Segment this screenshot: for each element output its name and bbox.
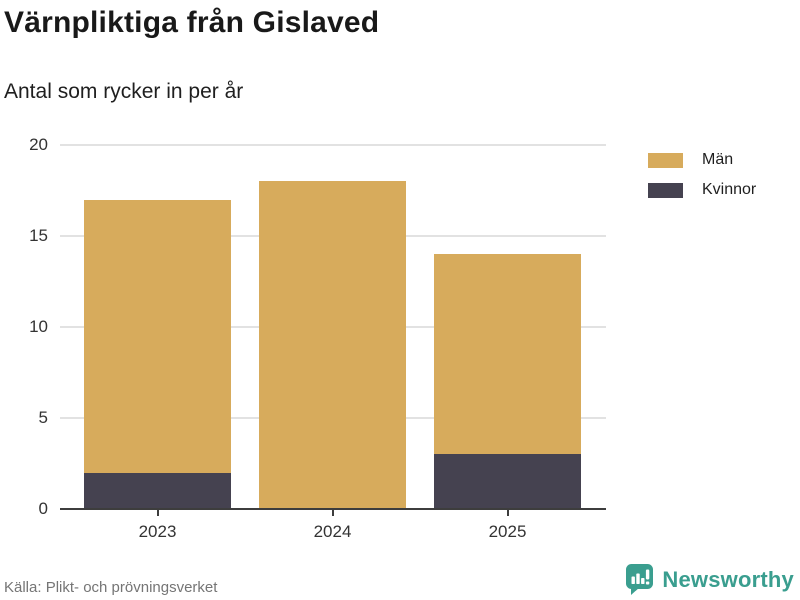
bar-2024-Män bbox=[259, 181, 406, 509]
y-tick-label: 10 bbox=[29, 317, 48, 336]
legend-swatch bbox=[648, 152, 683, 168]
legend-label: Kvinnor bbox=[702, 181, 757, 198]
bar-2023-Män bbox=[84, 199, 231, 473]
y-tick-label: 0 bbox=[38, 499, 48, 518]
legend-item-Män: Män bbox=[648, 151, 756, 169]
x-tick-label: 2025 bbox=[488, 522, 527, 541]
gridline-y20 bbox=[60, 144, 606, 146]
bar-2023-Kvinnor bbox=[84, 472, 231, 509]
legend-item-Kvinnor: Kvinnor bbox=[648, 181, 756, 199]
chart-subtitle: Antal som rycker in per år bbox=[4, 80, 244, 103]
legend: Män Kvinnor bbox=[648, 151, 756, 211]
source-note: Källa: Plikt- och prövningsverket bbox=[4, 579, 218, 596]
brand-lockup: Newsworthy bbox=[625, 563, 794, 596]
chart-title: Värnpliktiga från Gislaved bbox=[4, 6, 380, 39]
y-tick-label: 15 bbox=[29, 226, 48, 245]
x-tick bbox=[506, 510, 509, 516]
bar-2025-Kvinnor bbox=[434, 454, 581, 509]
x-axis-line bbox=[60, 508, 606, 510]
x-tick-label: 2024 bbox=[313, 522, 352, 541]
x-tick bbox=[156, 510, 159, 516]
y-tick-label: 5 bbox=[38, 408, 48, 427]
legend-label: Män bbox=[702, 151, 734, 168]
brand-name: Newsworthy bbox=[662, 566, 794, 592]
y-tick-label: 20 bbox=[29, 135, 48, 154]
newsworthy-logo-icon bbox=[625, 563, 655, 596]
x-tick-label: 2023 bbox=[138, 522, 177, 541]
bar-2025-Män bbox=[434, 254, 581, 455]
legend-swatch bbox=[648, 182, 683, 198]
x-tick bbox=[331, 510, 334, 516]
